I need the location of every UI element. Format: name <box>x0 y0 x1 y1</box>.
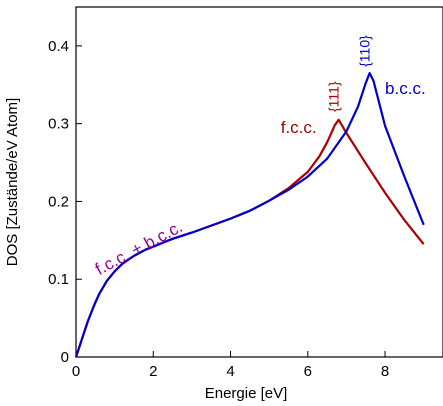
x-axis-label: Energie [eV] <box>205 385 288 402</box>
series-group <box>74 72 425 358</box>
annotation-3: {111} <box>326 81 342 112</box>
y-tick-label: 0 <box>61 349 69 366</box>
x-tick-label: 8 <box>381 363 389 380</box>
y-axis-label: DOS [Zustände/eV Atom] <box>4 98 21 266</box>
y-tick-label: 0.3 <box>48 116 69 133</box>
y-tick-label: 0.4 <box>48 38 69 55</box>
annotation-2: f.c.c. + b.c.c. <box>92 217 186 279</box>
series-line-0 <box>74 118 425 358</box>
annotation-1: f.c.c. <box>281 118 317 137</box>
x-tick-label: 0 <box>72 363 80 380</box>
x-tick-label: 4 <box>226 363 234 380</box>
axis-ticks: 0 2 4 6 8 0 0.1 0.2 0.3 0.4 <box>48 38 389 380</box>
annotation-0: b.c.c. <box>385 79 426 98</box>
annotation-4: {110} <box>357 35 373 67</box>
x-tick-label: 6 <box>304 363 312 380</box>
plot-frame <box>75 6 443 358</box>
x-tick-label: 2 <box>149 363 157 380</box>
y-tick-label: 0.1 <box>48 271 69 288</box>
annotations-group: b.c.c. f.c.c. f.c.c. + b.c.c. {111} {110} <box>92 35 426 279</box>
series-line-1 <box>74 72 425 358</box>
y-tick-label: 0.2 <box>48 193 69 210</box>
